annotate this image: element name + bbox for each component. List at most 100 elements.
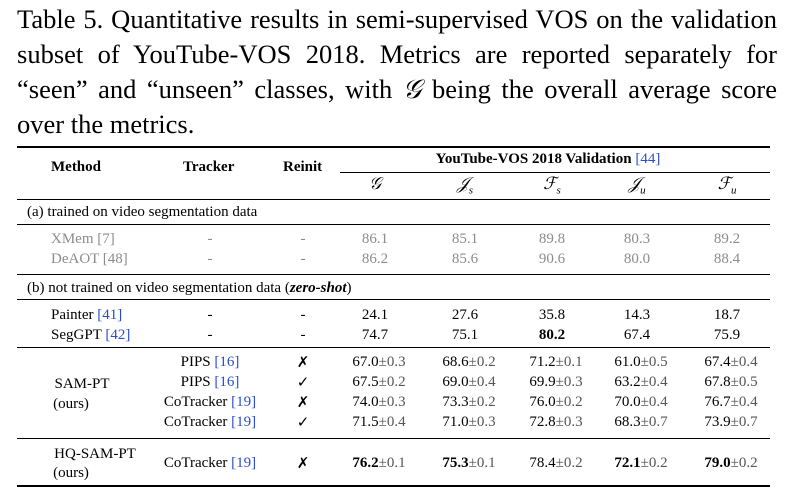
value-mean: 67.4 bbox=[704, 354, 731, 370]
tracker-cite: [19] bbox=[231, 394, 257, 410]
row-value: 61.0±0.5 bbox=[614, 353, 667, 371]
row-value: 18.7 bbox=[713, 307, 741, 323]
row-value: 85.1 bbox=[451, 231, 479, 247]
value-std: ±0.3 bbox=[468, 414, 496, 430]
row-value: 35.8 bbox=[538, 307, 566, 323]
row-value: 76.2±0.1 bbox=[352, 454, 405, 472]
row-value: 75.3±0.1 bbox=[442, 454, 495, 472]
caption-text-1: Quantitative results in semi-supervised … bbox=[17, 4, 777, 104]
value-mean: 67.8 bbox=[704, 374, 731, 390]
tracker-cite: [19] bbox=[231, 455, 257, 471]
tracker-name: PIPS bbox=[180, 374, 215, 390]
row-value: 67.4±0.4 bbox=[704, 353, 757, 371]
value-mean: 68.3 bbox=[614, 414, 641, 430]
bottom-rule bbox=[17, 485, 770, 487]
value-mean: 69.9 bbox=[529, 374, 556, 390]
row-value: 75.1 bbox=[451, 327, 479, 343]
section-b-em: zero-shot bbox=[289, 280, 347, 296]
row-reinit: - bbox=[300, 327, 306, 343]
metric-header: ℱu bbox=[718, 175, 737, 199]
tracker-name: CoTracker bbox=[163, 414, 232, 430]
header-group: YouTube-VOS 2018 Validation [44] bbox=[436, 150, 661, 168]
row-method: XMem [7] bbox=[51, 230, 115, 248]
row-tracker: CoTracker [19] bbox=[164, 413, 256, 431]
caption-label: Table 5. bbox=[17, 4, 104, 34]
row-value: 76.7±0.4 bbox=[704, 393, 757, 411]
value-mean: 73.9 bbox=[704, 414, 731, 430]
row-value: 63.2±0.4 bbox=[614, 373, 667, 391]
value-std: ±0.1 bbox=[378, 455, 406, 471]
value-std: ±0.3 bbox=[378, 394, 406, 410]
sam-pt-top-rule bbox=[17, 347, 770, 348]
row-value: 86.2 bbox=[361, 251, 389, 267]
row-value: 67.5±0.2 bbox=[352, 373, 405, 391]
value-mean: 71.0 bbox=[442, 414, 469, 430]
row-reinit: ✓ bbox=[296, 373, 310, 391]
value-std: ±0.2 bbox=[378, 374, 406, 390]
tracker-cite: [16] bbox=[214, 374, 240, 390]
value-std: ±0.3 bbox=[555, 374, 583, 390]
value-std: ±0.2 bbox=[730, 455, 758, 471]
row-value: 73.3±0.2 bbox=[442, 393, 495, 411]
metric-subscript: u bbox=[730, 184, 737, 197]
value-mean: 76.2 bbox=[352, 455, 379, 471]
hq-sam-pt-sub: (ours) bbox=[53, 465, 89, 481]
row-method: SegGPT [42] bbox=[51, 326, 130, 344]
value-mean: 72.8 bbox=[529, 414, 556, 430]
row-value: 69.0±0.4 bbox=[442, 373, 495, 391]
caption-text-2: being the overall average score over the… bbox=[17, 74, 778, 139]
row-value: 75.9 bbox=[713, 327, 741, 343]
header-group-label: YouTube-VOS 2018 Validation bbox=[435, 151, 632, 167]
table-caption: Table 5. Quantitative results in semi-su… bbox=[17, 2, 777, 142]
value-std: ±0.7 bbox=[730, 414, 758, 430]
row-value: 86.1 bbox=[361, 231, 389, 247]
header-group-cite: [44] bbox=[635, 151, 661, 167]
value-std: ±0.7 bbox=[640, 414, 668, 430]
metric-header: 𝒢 bbox=[369, 175, 381, 193]
value-std: ±0.5 bbox=[730, 374, 758, 390]
hq-sam-pt-name: HQ-SAM-PT bbox=[54, 446, 136, 462]
value-mean: 67.0 bbox=[352, 354, 379, 370]
caption-g-symbol: 𝒢 bbox=[402, 74, 422, 104]
section-b-suffix: ) bbox=[346, 280, 352, 296]
metric-header: 𝒥u bbox=[628, 175, 645, 199]
value-mean: 68.6 bbox=[442, 354, 469, 370]
metric-subscript: s bbox=[556, 184, 561, 197]
value-std: ±0.4 bbox=[730, 354, 758, 370]
value-std: ±0.2 bbox=[468, 394, 496, 410]
value-std: ±0.2 bbox=[555, 455, 583, 471]
value-mean: 75.3 bbox=[442, 455, 469, 471]
value-std: ±0.4 bbox=[730, 394, 758, 410]
value-std: ±0.4 bbox=[640, 394, 668, 410]
sam-pt-sub: (ours) bbox=[53, 396, 89, 412]
row-reinit: - bbox=[300, 231, 306, 247]
value-std: ±0.4 bbox=[468, 374, 496, 390]
metric-symbol: 𝒢 bbox=[368, 174, 382, 193]
tracker-cite: [19] bbox=[231, 414, 257, 430]
row-tracker: - bbox=[207, 231, 213, 247]
row-reinit: - bbox=[300, 307, 306, 323]
section-b-label: (b) not trained on video segmentation da… bbox=[27, 279, 352, 297]
row-reinit: - bbox=[300, 251, 306, 267]
section-a-rule bbox=[17, 224, 770, 225]
value-std: ±0.2 bbox=[468, 354, 496, 370]
hq-top-rule bbox=[17, 438, 770, 439]
metric-subscript: s bbox=[468, 184, 474, 197]
row-tracker: PIPS [16] bbox=[181, 353, 240, 371]
row-value: 88.4 bbox=[713, 251, 741, 267]
metric-header: 𝒥s bbox=[457, 175, 473, 199]
group-underline bbox=[340, 172, 770, 173]
section-b-prefix: (b) not trained on video segmentation da… bbox=[27, 280, 290, 296]
value-mean: 71.5 bbox=[352, 414, 379, 430]
row-value: 68.6±0.2 bbox=[442, 353, 495, 371]
metric-subscript: u bbox=[640, 184, 646, 197]
tracker-cite: [16] bbox=[214, 354, 240, 370]
row-value: 70.0±0.4 bbox=[614, 393, 667, 411]
row-value: 72.1±0.2 bbox=[614, 454, 667, 472]
row-method: DeAOT [48] bbox=[51, 250, 128, 268]
row-tracker: - bbox=[207, 251, 213, 267]
row-value: 85.6 bbox=[451, 251, 479, 267]
metric-symbol: ℱ bbox=[543, 174, 557, 193]
value-mean: 74.0 bbox=[352, 394, 379, 410]
row-value: 67.8±0.5 bbox=[704, 373, 757, 391]
